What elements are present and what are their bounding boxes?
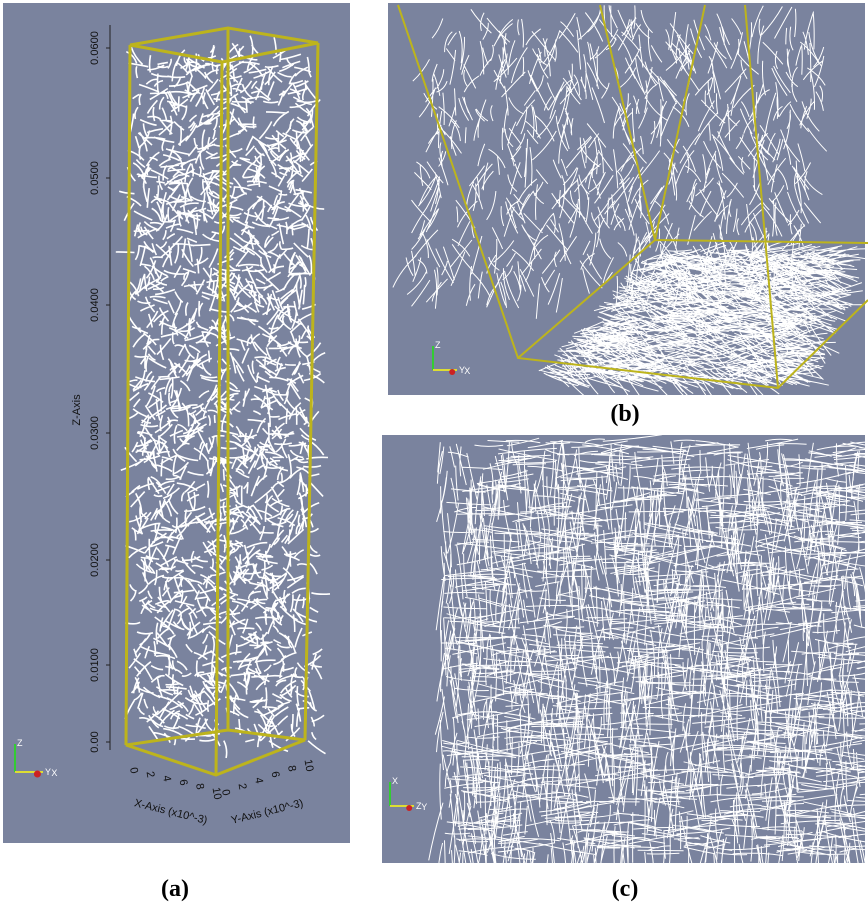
caption-a: (a) <box>161 876 189 902</box>
z-tick-label: 0.0100 <box>89 648 101 682</box>
z-tick-label: 0.0300 <box>89 416 101 450</box>
triad-label: Y <box>421 802 427 812</box>
z-axis-label: Z-Axis <box>71 394 83 426</box>
z-tick-label: 0.00 <box>89 731 101 752</box>
triad-label: Y <box>45 767 51 777</box>
caption-b: (b) <box>610 401 639 427</box>
z-tick-label: 0.0500 <box>89 161 101 195</box>
z-tick-label: 0.0400 <box>89 288 101 322</box>
triad-label: Z <box>435 340 441 350</box>
y-tick-label: 10 <box>302 758 316 772</box>
z-tick-label: 0.0200 <box>89 543 101 577</box>
triad-label: X <box>51 768 57 778</box>
triad-origin <box>449 369 455 375</box>
z-tick-label: 0.0600 <box>89 31 101 65</box>
figure: Z-Axis X-Axis (x10^-3) Y-Axis (x10^-3) (… <box>0 0 868 908</box>
triad-label: Z <box>17 738 23 748</box>
triad-label: X <box>464 366 470 376</box>
triad-origin <box>34 771 41 778</box>
caption-c: (c) <box>612 876 639 902</box>
triad-origin <box>406 805 412 811</box>
triad-label: X <box>392 776 398 786</box>
